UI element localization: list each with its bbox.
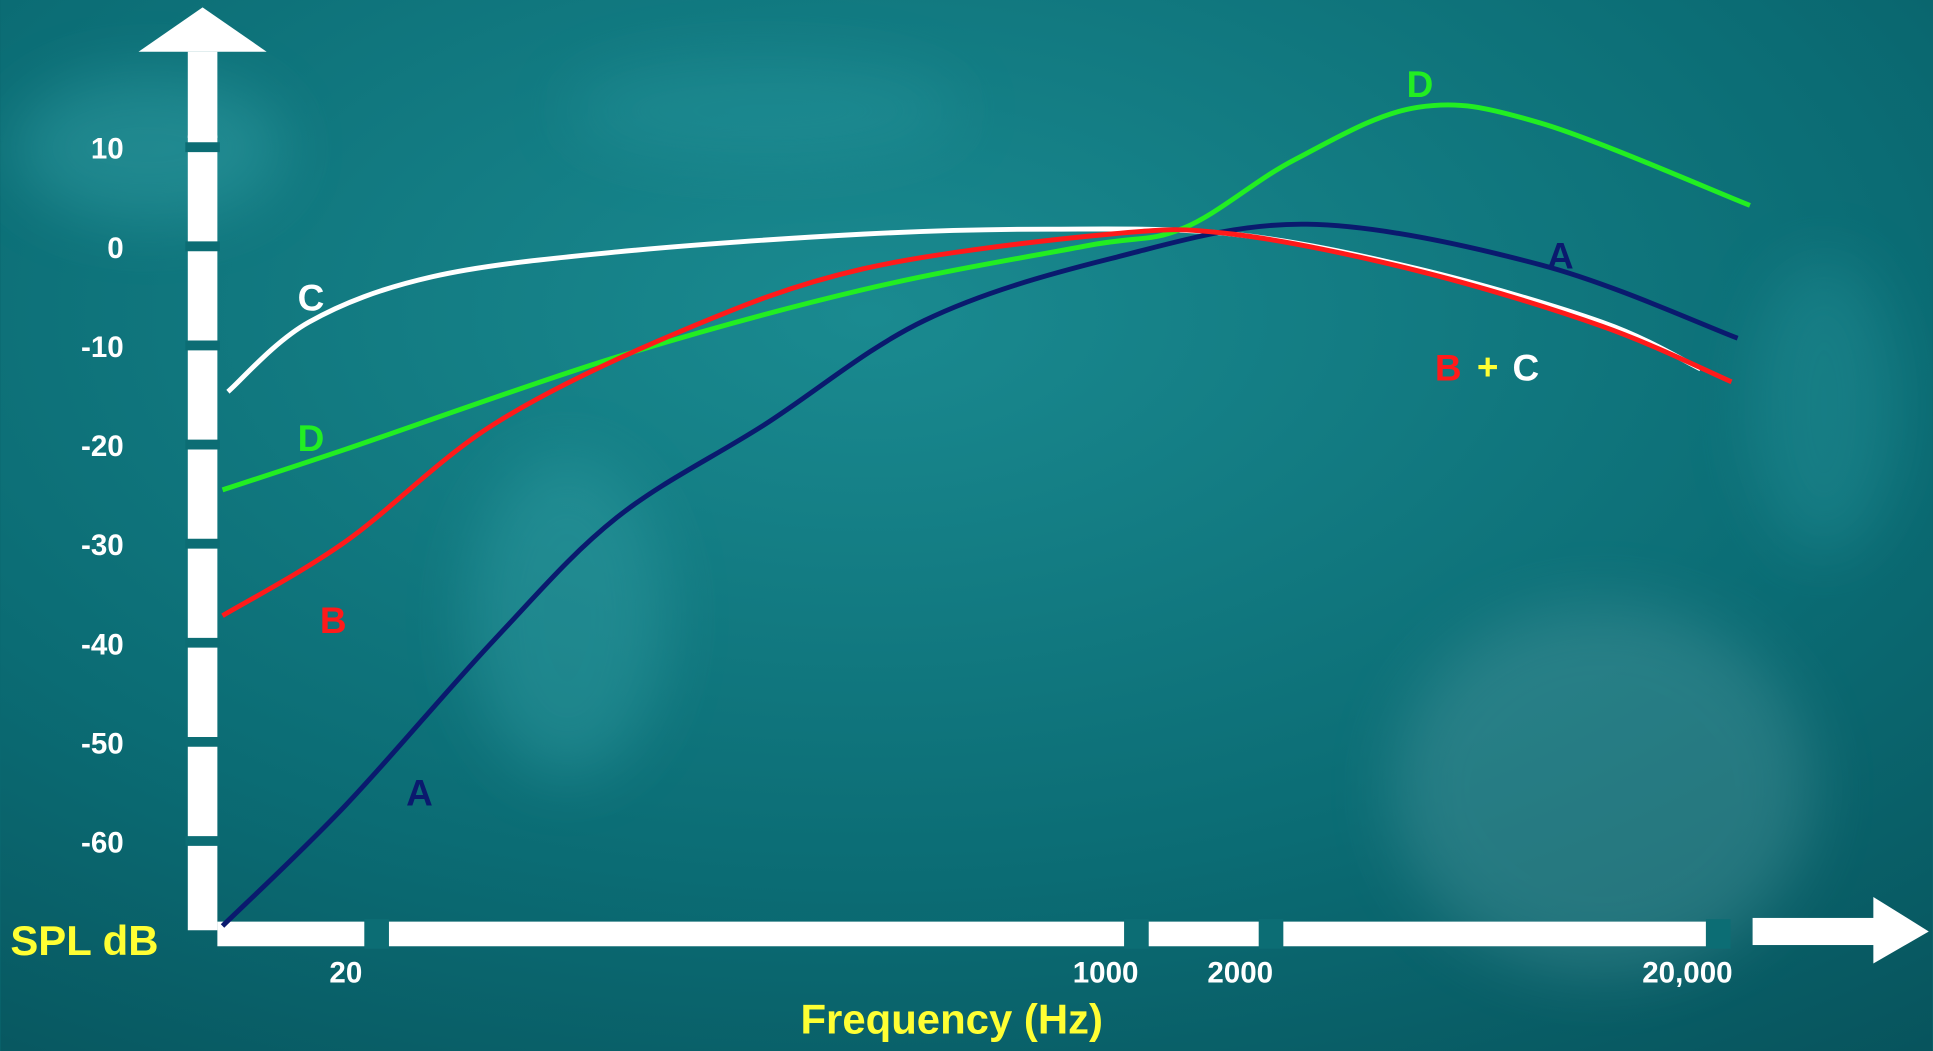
annotation: + [1477, 346, 1499, 387]
y-tick-label: 10 [91, 133, 124, 166]
y-tick-label: 0 [107, 232, 123, 265]
y-axis-bar [188, 136, 218, 931]
y-axis-label: SPL dB [10, 917, 158, 964]
y-tick-label: -60 [81, 827, 124, 860]
x-axis-label: Frequency (Hz) [800, 996, 1102, 1043]
y-tick-label: -50 [81, 727, 124, 760]
curve-label: D [298, 418, 325, 459]
curve-label: A [406, 773, 433, 814]
curve-label: B [1435, 348, 1462, 389]
y-axis-arrow-shaft [188, 52, 218, 138]
curve-label: C [1513, 348, 1540, 389]
curve-label: C [298, 277, 325, 318]
x-tick-label: 1000 [1073, 956, 1139, 989]
x-tick-label: 20,000 [1642, 956, 1732, 989]
y-tick-label: -10 [81, 331, 124, 364]
x-tick-label: 2000 [1207, 956, 1273, 989]
curve-label: D [1407, 64, 1434, 105]
x-tick-label: 20 [329, 956, 362, 989]
curve-label: A [1547, 236, 1574, 277]
curve-label: B [320, 600, 347, 641]
x-axis-bar [217, 922, 1725, 947]
page: {"chart_data": { "type": "line", "x_labe… [0, 0, 1933, 1051]
y-tick-label: -40 [81, 628, 124, 661]
x-axis-arrow-shaft [1753, 918, 1876, 945]
y-tick-label: -20 [81, 430, 124, 463]
chart: SPL dB Frequency (Hz) 10 0 -10 -20 -30 -40 -50… [0, 0, 1933, 1051]
y-tick-label: -30 [81, 529, 124, 562]
